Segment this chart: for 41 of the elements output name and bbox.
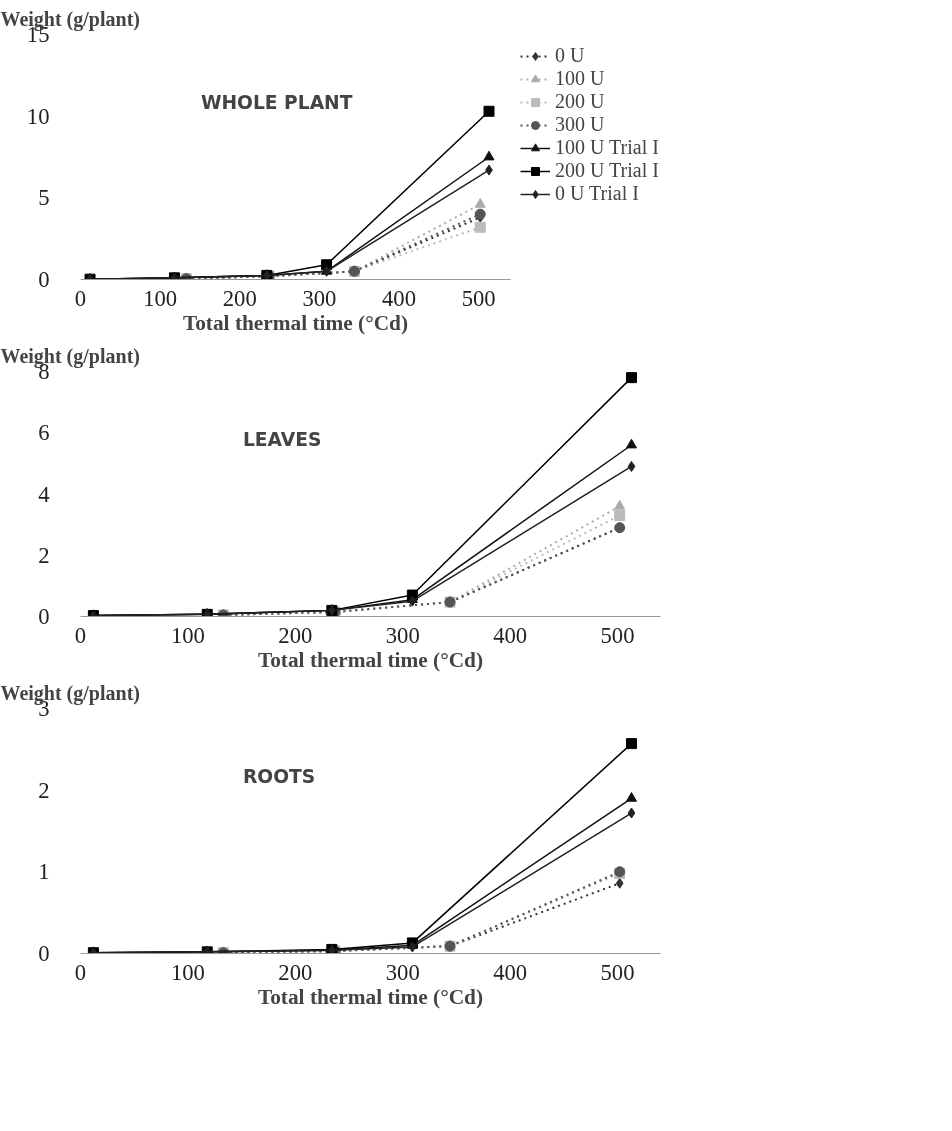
y-tick-label: 0: [38, 267, 50, 292]
x-tick-label: 500: [600, 959, 635, 985]
x-tick-label: 300: [302, 285, 337, 311]
x-tick-label: 200: [222, 285, 257, 311]
x-tick-label: 0: [74, 959, 87, 985]
x-tick-label: 100: [170, 959, 205, 985]
legend-label: 100 U: [555, 67, 605, 90]
x-tick-label: 500: [461, 285, 496, 311]
x-tick-label: 400: [493, 622, 528, 648]
annotation: WHOLE PLANT: [200, 91, 353, 113]
y-tick-label: 0: [38, 941, 50, 966]
x-tick-label: 200: [278, 959, 313, 985]
x-axis-title: Total thermal time (°Cd): [257, 647, 484, 672]
y-tick-label: 10: [26, 103, 50, 129]
x-tick-label: 400: [493, 959, 528, 985]
annotation: ROOTS: [242, 765, 316, 787]
x-tick-label: 100: [170, 622, 205, 648]
x-tick-label: 500: [600, 622, 635, 648]
x-tick-label: 400: [382, 285, 417, 311]
legend-label: 200 U: [555, 90, 605, 113]
y-tick-label: 2: [38, 542, 50, 568]
x-tick-label: 300: [385, 959, 420, 985]
x-tick-label: 0: [74, 285, 87, 311]
legend-label: 300 U: [555, 113, 605, 136]
legend-label: 0 U: [555, 44, 585, 67]
legend-label: 100 U Trial I: [555, 136, 659, 159]
y-tick-label: 5: [38, 185, 50, 211]
legend-label: 200 U Trial I: [555, 159, 659, 182]
legend-label: 0 U Trial I: [555, 182, 639, 205]
x-tick-label: 0: [74, 622, 87, 648]
y-tick-label: 6: [38, 420, 50, 446]
x-tick-label: 100: [143, 285, 178, 311]
x-axis-title: Total thermal time (°Cd): [182, 310, 409, 335]
y-tick-label: 2: [38, 777, 50, 803]
x-tick-label: 200: [278, 622, 313, 648]
y-tick-label: 0: [38, 604, 50, 629]
x-axis-title: Total thermal time (°Cd): [257, 984, 484, 1009]
y-tick-label: 4: [38, 481, 50, 507]
x-tick-label: 300: [385, 622, 420, 648]
annotation: LEAVES: [242, 428, 322, 450]
y-tick-label: 1: [38, 859, 50, 885]
